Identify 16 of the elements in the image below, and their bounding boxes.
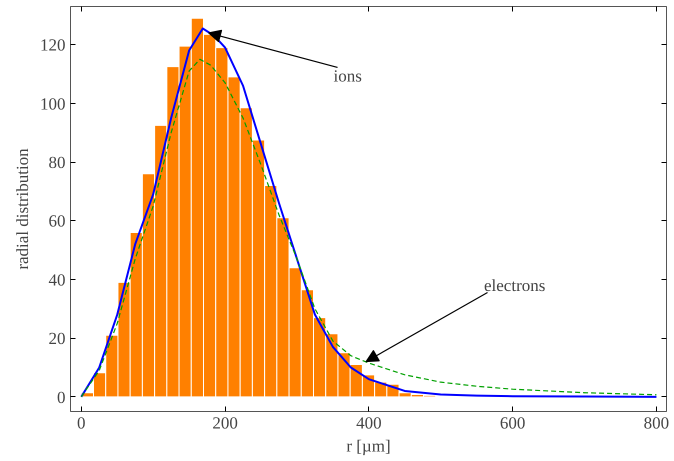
- y-tick-label: 40: [48, 270, 66, 290]
- x-tick-label: 400: [356, 414, 382, 432]
- y-tick-label: 120: [40, 36, 66, 55]
- y-tick-label: 0: [57, 388, 66, 407]
- x-tick-label: 0: [77, 414, 86, 432]
- y-tick-label: 80: [48, 153, 66, 172]
- y-tick-label: 60: [48, 212, 66, 231]
- y-tick-label: 20: [48, 329, 66, 348]
- x-tick-label: 600: [500, 414, 526, 432]
- y-tick-label: 100: [40, 94, 66, 114]
- x-axis-title: r [µm]: [346, 436, 391, 456]
- annotation: electrons: [484, 276, 546, 296]
- y-axis-title: radial distribution: [13, 148, 32, 270]
- x-tick-label: 800: [644, 414, 670, 432]
- x-tick-label: 200: [212, 414, 238, 432]
- annotation: ions: [334, 66, 362, 86]
